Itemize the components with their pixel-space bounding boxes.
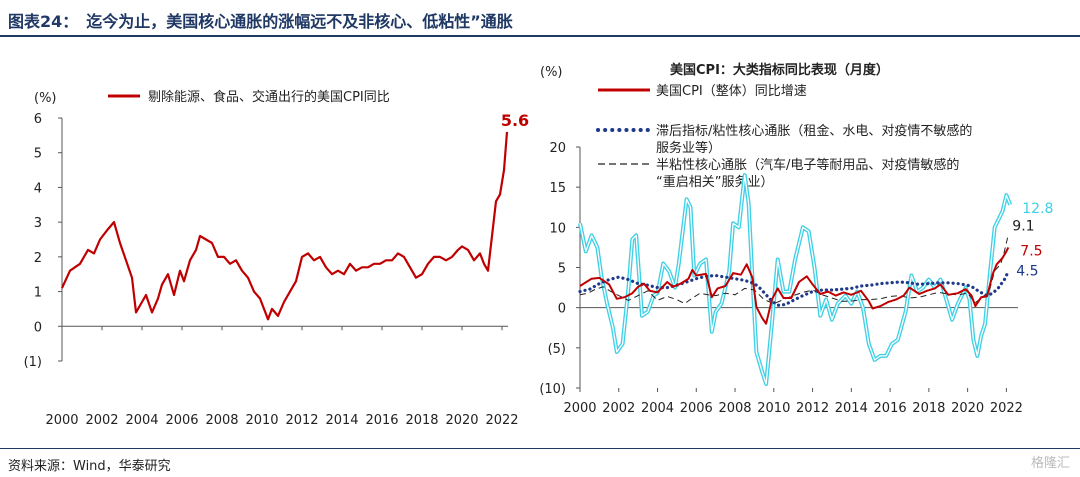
series-line-cyan-outer	[578, 173, 1013, 386]
legend-label-core-cpi: 剔除能源、食品、交通出行的美国CPI同比	[148, 89, 390, 105]
x-tick-label: 2022	[990, 401, 1023, 416]
end-value-label-core-cpi: 5.6	[501, 111, 529, 130]
x-tick-label: 2010	[245, 413, 278, 428]
right-chart-title: 美国CPI：大类指标同比表现（月度）	[670, 62, 889, 78]
y-axis-unit-label: (%)	[34, 91, 57, 106]
end-value-label-cyan: 12.8	[1022, 201, 1053, 217]
legend-label-sticky-core: 滞后指标/粘性核心通胀（租金、水电、对疫情不敏感的服务业等）	[656, 123, 972, 156]
x-tick-label: 2014	[325, 413, 358, 428]
y-tick-label: 15	[549, 181, 566, 196]
legend-label-semi-sticky: 半粘性核心通胀（汽车/电子等耐用品、对疫情敏感的“重启相关”服务业）	[656, 157, 959, 190]
x-tick-label: 2016	[874, 401, 907, 416]
series-line-core-cpi	[61, 131, 509, 321]
x-tick-label: 2008	[718, 401, 751, 416]
x-tick-label: 2012	[285, 413, 318, 428]
y-tick-label: 3	[34, 216, 42, 231]
y-tick-label: 10	[549, 221, 566, 236]
x-tick-label: 2010	[757, 401, 790, 416]
watermark-logo: 格隆汇	[1030, 456, 1070, 471]
end-value-label-sticky-core: 4.5	[1016, 264, 1038, 280]
legend-label-headline-cpi: 美国CPI（整体）同比增速	[656, 84, 807, 99]
y-tick-label: (10)	[540, 382, 566, 397]
series-line-semi-sticky	[579, 234, 1009, 305]
y-tick-label: 5	[34, 147, 42, 162]
x-tick-label: 2018	[912, 401, 945, 416]
y-axis-unit-label: (%)	[540, 65, 563, 80]
y-tick-label: 1	[34, 286, 42, 301]
x-tick-label: 2000	[563, 401, 596, 416]
series-line-sticky-core	[578, 269, 1010, 307]
left-chart: (%) (1) 0 1 2 3 4 5 6 2000 2002 2004 2006 2008 2010 201…	[24, 89, 530, 428]
y-tick-label: 5	[558, 262, 566, 277]
x-tick-label: 2020	[445, 413, 478, 428]
y-tick-label: (5)	[548, 342, 566, 357]
x-tick-label: 2008	[205, 413, 238, 428]
figure-title: 图表24： 迄今为止，美国核心通胀的涨幅远不及非核心、低粘性”通胀	[8, 12, 513, 31]
x-tick-label: 2014	[835, 401, 868, 416]
end-value-label-headline-cpi: 7.5	[1020, 243, 1042, 259]
x-tick-label: 2006	[680, 401, 713, 416]
x-tick-label: 2012	[796, 401, 829, 416]
y-tick-label: 2	[34, 251, 42, 266]
y-tick-label: 6	[34, 112, 42, 127]
footer-divider	[0, 448, 1080, 449]
x-tick-label: 2000	[45, 413, 78, 428]
y-tick-label: (1)	[24, 355, 42, 370]
x-tick-label: 2002	[85, 413, 118, 428]
x-tick-label: 2004	[641, 401, 674, 416]
x-tick-label: 2020	[951, 401, 984, 416]
series-line-cyan-inner	[579, 174, 1011, 385]
x-tick-label: 2006	[165, 413, 198, 428]
x-tick-label: 2016	[365, 413, 398, 428]
y-tick-label: 20	[549, 141, 566, 156]
x-tick-label: 2022	[485, 413, 518, 428]
header-divider	[0, 35, 1080, 37]
right-chart: 美国CPI：大类指标同比表现（月度） (%) (10) (5) 0 5 10 15 20 2000…	[540, 62, 1053, 416]
y-tick-label: 4	[34, 181, 42, 196]
figure-header: 图表24： 迄今为止，美国核心通胀的涨幅远不及非核心、低粘性”通胀	[0, 0, 1080, 37]
y-tick-label: 0	[558, 302, 566, 317]
y-tick-label: 0	[34, 320, 42, 335]
x-tick-label: 2002	[602, 401, 635, 416]
x-tick-label: 2018	[405, 413, 438, 428]
x-tick-label: 2004	[125, 413, 158, 428]
series-line-headline-cpi	[579, 246, 1010, 325]
end-value-label-semi-sticky: 9.1	[1012, 219, 1034, 235]
source-note: 资料来源：Wind，华泰研究	[8, 459, 171, 474]
